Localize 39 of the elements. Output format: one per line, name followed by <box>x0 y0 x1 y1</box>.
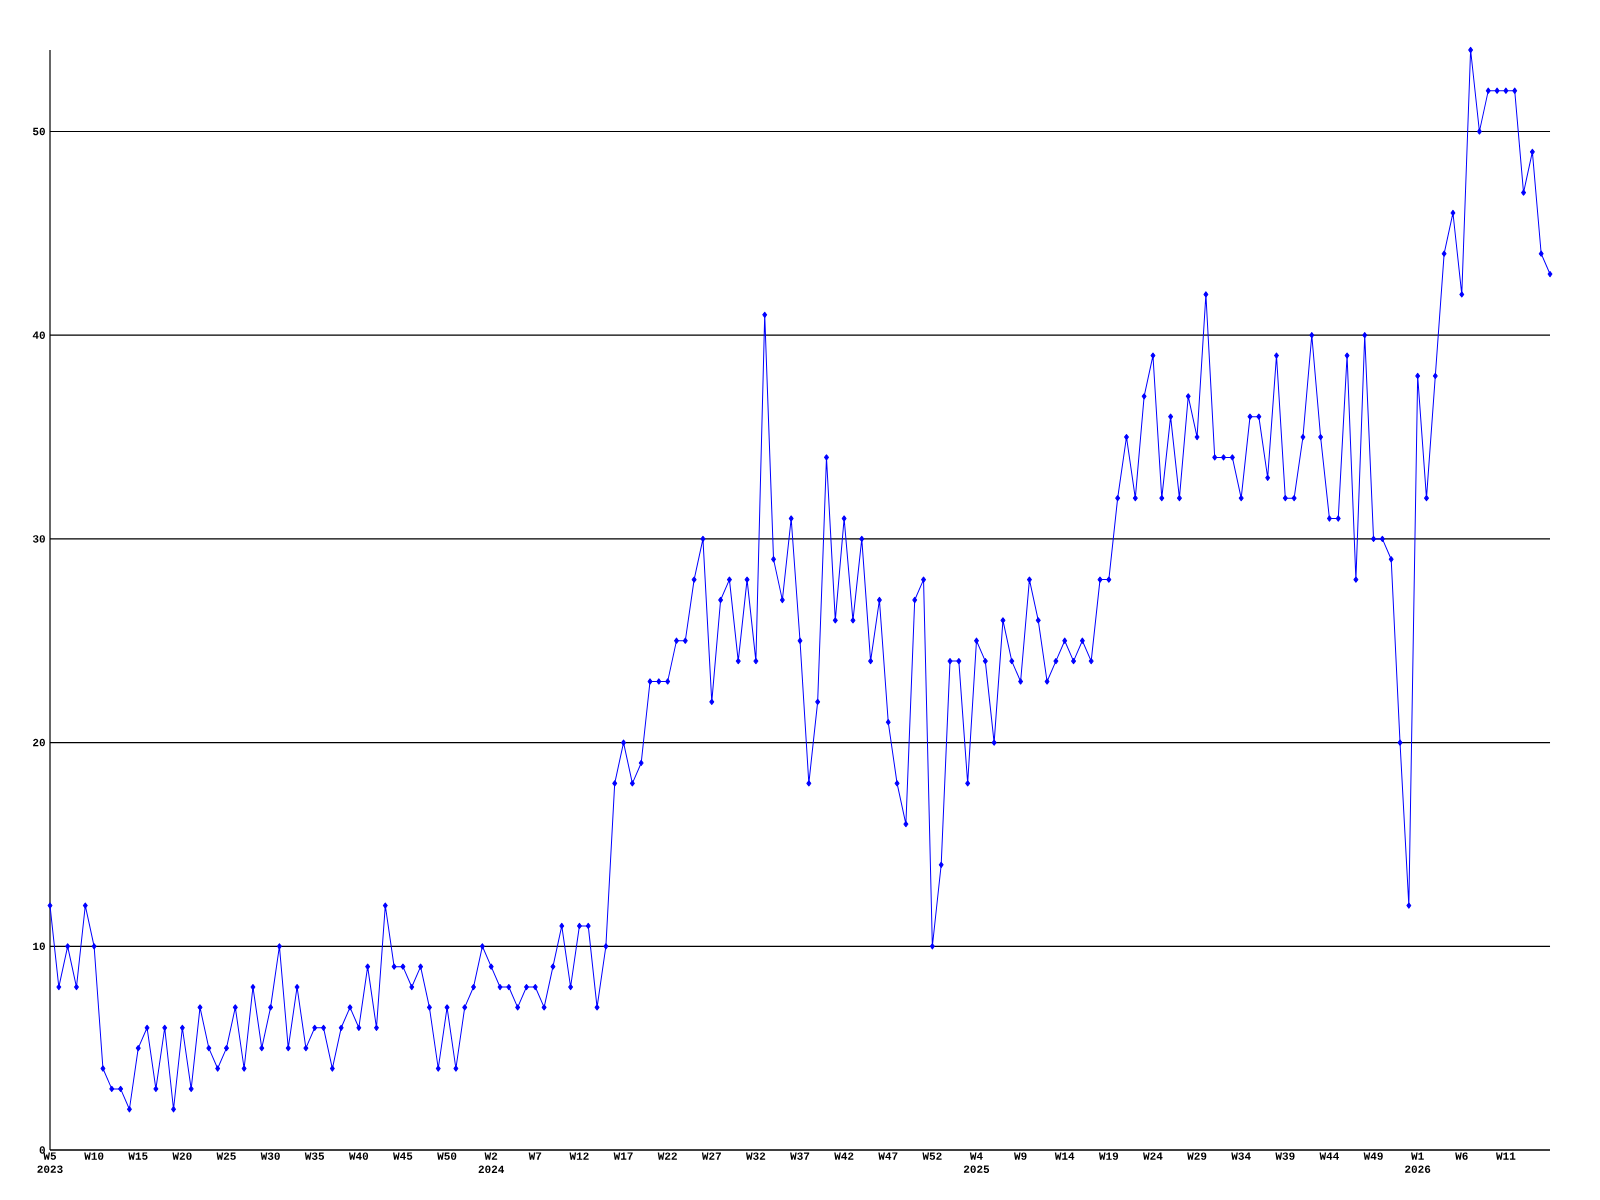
x-tick-label: W19 <box>1098 1152 1119 1160</box>
x-tick-label: W2 2024 <box>478 1152 505 1174</box>
x-tick-label: W1 2026 <box>1405 1152 1431 1173</box>
x-tick-label: W49 <box>1363 1152 1383 1160</box>
x-tick-label: W39 <box>1275 1152 1295 1160</box>
x-tick-label: W47 <box>878 1152 898 1160</box>
x-tick-label: W37 <box>790 1152 810 1160</box>
x-tick-label: W52 <box>922 1152 942 1160</box>
x-tick-label: W40 <box>348 1152 369 1160</box>
x-tick-label: W12 <box>569 1152 589 1160</box>
x-tick-label: W15 <box>128 1152 148 1160</box>
x-tick-label: W27 <box>701 1152 721 1160</box>
x-tick-label: W45 <box>393 1152 413 1160</box>
x-tick-label: W34 <box>1231 1152 1251 1160</box>
x-tick-label: W6 <box>1455 1152 1468 1160</box>
x-tick-label: W32 <box>745 1152 766 1160</box>
x-tick-label: W4 2025 <box>963 1152 990 1173</box>
y-tick-label: 10 <box>33 942 45 951</box>
y-tick-label: 30 <box>32 535 45 543</box>
x-tick-label: W22 <box>657 1152 677 1160</box>
x-tick-label: W30 <box>260 1152 280 1160</box>
y-tick-label: 50 <box>32 127 45 136</box>
x-tick-label: W42 <box>834 1152 854 1160</box>
y-tick-label: 40 <box>32 331 45 339</box>
x-tick-label: W7 <box>528 1152 542 1160</box>
x-tick-label: W11 <box>1496 1152 1516 1160</box>
y-tick-label: 20 <box>33 738 45 747</box>
x-tick-label: W29 <box>1187 1152 1207 1160</box>
x-tick-label: W10 <box>84 1152 104 1160</box>
x-tick-label: W9 <box>1014 1152 1027 1160</box>
x-tick-label: W20 <box>172 1152 192 1160</box>
x-tick-label: W50 <box>437 1152 457 1160</box>
x-tick-label: W25 <box>216 1152 236 1160</box>
x-tick-label: W17 <box>613 1152 633 1160</box>
x-tick-label: W24 <box>1143 1152 1163 1160</box>
y-tick-label: 0 <box>39 1146 45 1154</box>
x-tick-label: W44 <box>1319 1152 1339 1160</box>
x-tick-label: W35 <box>304 1152 325 1160</box>
x-tick-label: W14 <box>1054 1152 1075 1160</box>
